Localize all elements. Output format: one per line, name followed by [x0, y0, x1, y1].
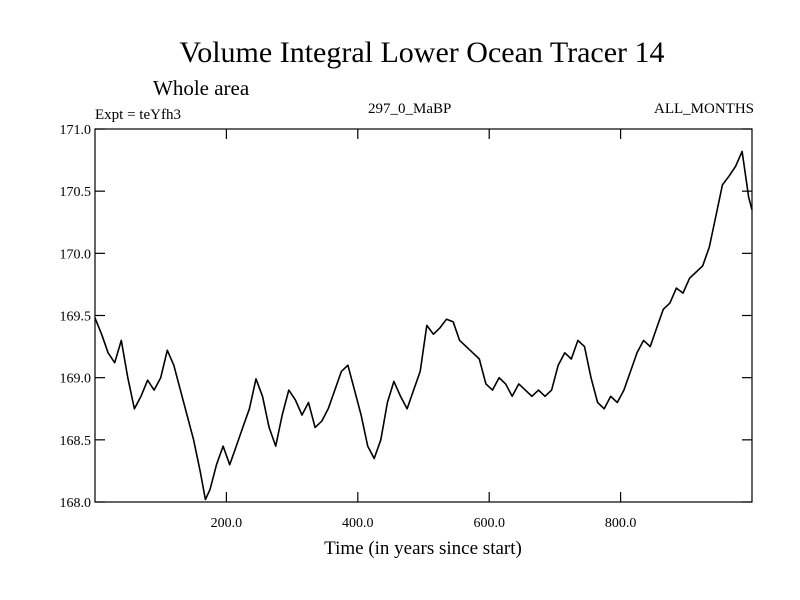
y-tick-label: 168.5	[60, 434, 92, 449]
chart-subtitle: Whole area	[153, 76, 250, 100]
expt-label: Expt = teYfh3	[95, 107, 181, 123]
chart-title: Volume Integral Lower Ocean Tracer 14	[179, 36, 664, 69]
y-tick-label: 170.5	[60, 185, 92, 200]
y-tick-label: 171.0	[60, 123, 92, 138]
x-axis-ticks: 200.0 400.0 600.0 800.0	[211, 129, 637, 531]
plot-frame	[94, 128, 753, 503]
months-label: ALL_MONTHS	[654, 101, 754, 117]
x-tick-label: 200.0	[211, 516, 243, 531]
y-tick-label: 169.5	[60, 310, 92, 325]
x-tick-label: 800.0	[605, 516, 637, 531]
period-label: 297_0_MaBP	[368, 101, 451, 117]
x-tick-label: 400.0	[342, 516, 374, 531]
x-tick-label: 600.0	[473, 516, 505, 531]
series-line	[94, 150, 753, 501]
y-tick-label: 168.0	[60, 496, 92, 511]
y-axis-ticks: 168.0 168.5 169.0 169.5 170.0 170.5 171.0	[60, 123, 752, 511]
y-tick-label: 170.0	[60, 247, 92, 262]
y-tick-label: 169.0	[60, 372, 92, 387]
x-axis-label: Time (in years since start)	[324, 538, 522, 559]
